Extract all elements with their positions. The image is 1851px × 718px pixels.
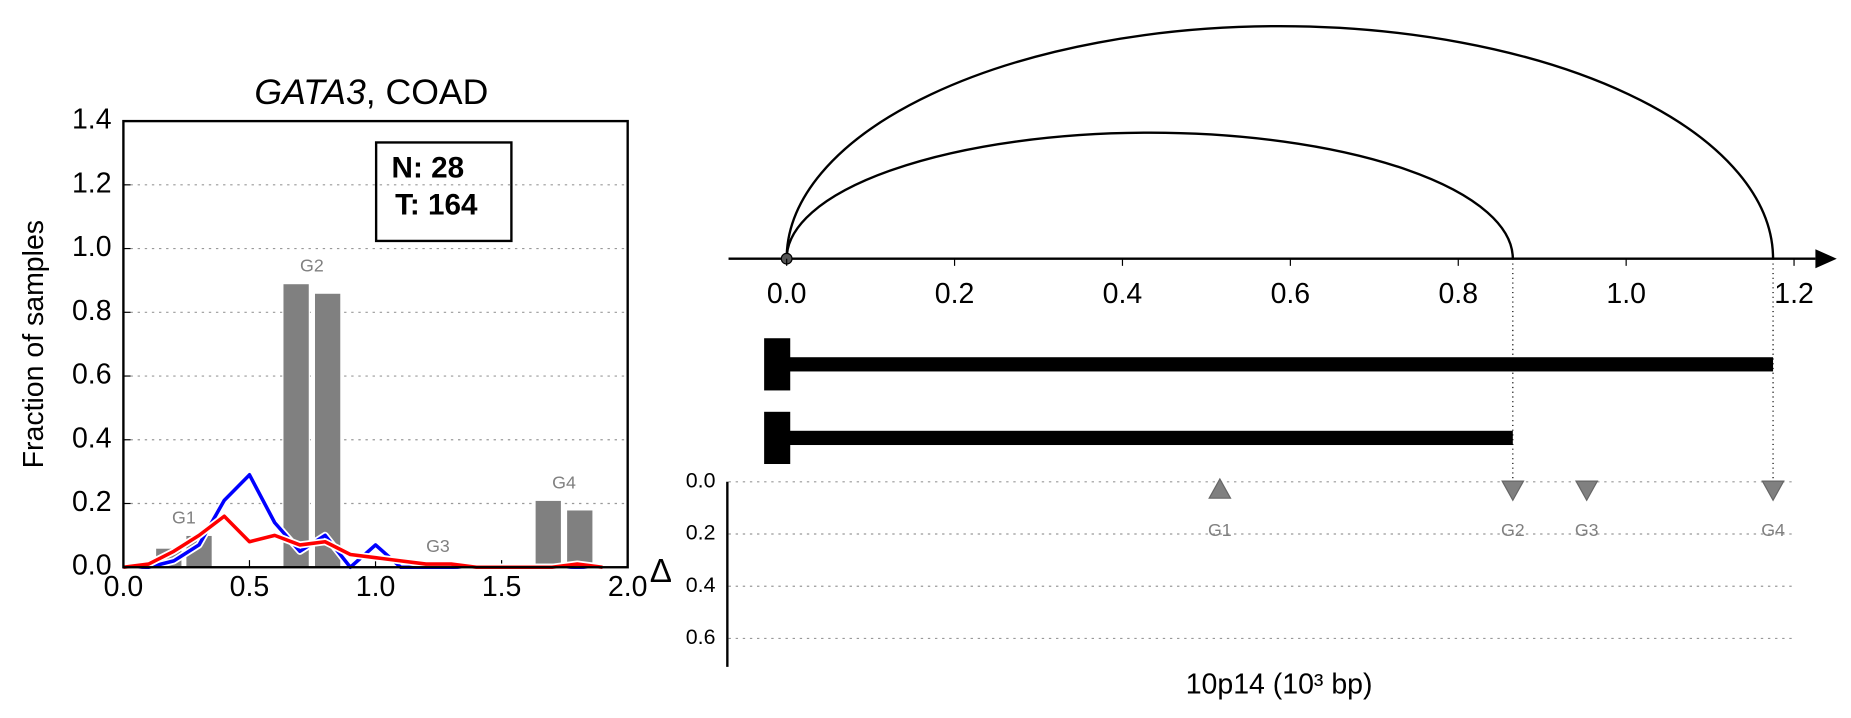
- count-t: T: 164: [395, 188, 478, 221]
- y-tick-label: 1.2: [72, 167, 112, 199]
- x-tick-label: 0.4: [1103, 278, 1143, 310]
- segment: [786, 357, 1774, 372]
- y-axis-label: Fraction of samples: [18, 220, 50, 468]
- title-gene: GATA3: [254, 72, 366, 112]
- x-tick-label: 1.2: [1774, 278, 1814, 310]
- y-tick-label: 1.4: [72, 104, 112, 136]
- marker-label: G2: [1501, 520, 1525, 540]
- x-tick-label: 0.2: [935, 278, 975, 310]
- count-n: N: 28: [392, 152, 465, 185]
- y-tick-label: 0.6: [686, 625, 716, 649]
- group-label: G1: [172, 507, 196, 527]
- y-tick-label: 0.2: [686, 521, 716, 545]
- x-tick-label: 1.0: [1606, 278, 1646, 310]
- segment-cap: [764, 411, 791, 465]
- marker: [1501, 480, 1525, 502]
- marker-label: G4: [1761, 520, 1785, 540]
- y-tick-label: 0.8: [72, 295, 112, 327]
- x-tick-label: 1.5: [482, 571, 522, 603]
- marker: [1208, 477, 1232, 499]
- y-tick-label: 0.0: [686, 468, 716, 492]
- group-label: G4: [552, 472, 576, 492]
- arc: [785, 131, 1515, 259]
- y-tick-label: 0.4: [72, 422, 112, 454]
- count-box: [374, 141, 513, 243]
- x-tick-label: 0.8: [1438, 278, 1478, 310]
- y-tick-label: 0.6: [72, 359, 112, 391]
- delta-axis-label: Δ: [650, 553, 672, 590]
- x-tick-label: 0.0: [767, 278, 807, 310]
- bar: [534, 499, 563, 568]
- x-axis-label: 10p14 (10³ bp): [1186, 668, 1373, 700]
- y-tick-label: 0.2: [72, 486, 112, 518]
- x-tick-label: 1.0: [356, 571, 396, 603]
- x-tick-label: 0.6: [1271, 278, 1311, 310]
- bar: [282, 283, 310, 568]
- marker-label: G3: [1575, 520, 1599, 540]
- x-tick-label: 0.5: [230, 571, 270, 603]
- chart-title: GATA3, COAD: [254, 72, 488, 112]
- y-tick-label: 1.0: [72, 231, 112, 263]
- marker: [1575, 480, 1599, 502]
- axis-arrow: [1815, 249, 1837, 269]
- plot-frame: [122, 119, 629, 569]
- x-tick-label: 0.0: [104, 571, 144, 603]
- marker-label: G1: [1208, 520, 1232, 540]
- bar: [313, 292, 342, 568]
- group-label: G3: [426, 536, 450, 556]
- title-rest: , COAD: [366, 72, 489, 112]
- arc: [785, 25, 1775, 259]
- group-label: G2: [300, 256, 324, 276]
- segment: [786, 430, 1513, 446]
- y-tick-label: 0.0: [72, 550, 112, 582]
- bar: [565, 509, 594, 568]
- segment-cap: [764, 338, 791, 391]
- x-tick-label: 2.0: [608, 571, 648, 603]
- marker: [1761, 480, 1785, 502]
- y-tick-label: 0.4: [686, 573, 716, 597]
